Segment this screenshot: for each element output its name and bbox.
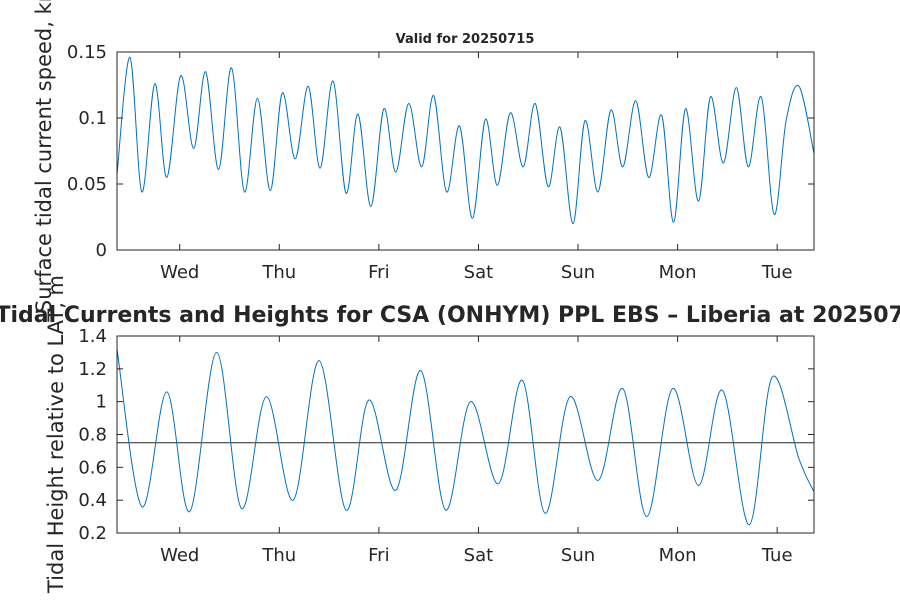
current-speed-axes-box bbox=[116, 51, 815, 251]
tidal-height-axes-box bbox=[116, 335, 815, 534]
tidal-height-x-tick-label: Mon bbox=[659, 545, 697, 566]
current-speed-y-axis-label: Surface tidal current speed, kn bbox=[32, 0, 56, 313]
current-speed-axes: Valid for 20250715 0 0.05 0.1 0.15 Wed Thu Fri… bbox=[32, 0, 815, 313]
current-speed-x-tick-label: Wed bbox=[160, 262, 199, 283]
tidal-height-y-tick-label: 0.8 bbox=[78, 425, 107, 446]
tidal-height-x-tick-label: Sun bbox=[561, 545, 595, 566]
current-speed-x-tick-label: Fri bbox=[368, 262, 389, 283]
tidal-height-y-tick-label: 1.4 bbox=[78, 326, 107, 347]
tidal-height-y-tick-label: 0.2 bbox=[78, 523, 107, 544]
tidal-height-title: Tidal Currents and Heights for CSA (ONHY… bbox=[0, 303, 900, 328]
tidal-height-x-tick-label: Sat bbox=[464, 545, 494, 566]
current-speed-y-tick-label: 0 bbox=[96, 240, 107, 261]
current-speed-x-tick-label: Sun bbox=[561, 262, 595, 283]
tidal-height-y-tick-label: 0.4 bbox=[78, 490, 107, 511]
current-speed-x-tick-label: Mon bbox=[659, 262, 697, 283]
current-speed-x-tick-label: Tue bbox=[761, 262, 793, 283]
tidal-height-axes: 0.2 0.4 0.6 0.8 1 1.2 1.4 Wed Thu Fri Sat Sun Mon Tue… bbox=[0, 275, 900, 594]
current-speed-y-tick-label: 0.15 bbox=[67, 42, 107, 63]
tidal-height-marks: 0.2 0.4 0.6 0.8 1 1.2 1.4 Wed Thu Fri Sat Sun Mon Tue bbox=[78, 326, 815, 566]
tidal-height-y-tick-label: 1.2 bbox=[78, 359, 107, 380]
current-speed-marks: 0 0.05 0.1 0.15 Wed Thu Fri Sat Sun Mon Tue bbox=[67, 42, 815, 283]
tidal-height-y-tick-label: 1 bbox=[96, 392, 107, 413]
current-speed-y-tick-label: 0.05 bbox=[67, 174, 107, 195]
tidal-height-series-line bbox=[116, 349, 815, 526]
current-speed-x-tick-label: Thu bbox=[261, 262, 296, 283]
current-speed-series-line bbox=[116, 56, 815, 225]
tidal-height-x-tick-label: Fri bbox=[368, 545, 389, 566]
current-speed-title: Valid for 20250715 bbox=[396, 32, 535, 47]
tidal-height-x-tick-label: Tue bbox=[761, 545, 793, 566]
current-speed-x-tick-label: Sat bbox=[464, 262, 494, 283]
tidal-height-y-axis-label: Tidal Height relative to LAT, m bbox=[44, 275, 68, 594]
tidal-height-x-tick-label: Thu bbox=[261, 545, 296, 566]
tidal-height-y-tick-label: 0.6 bbox=[78, 457, 107, 478]
current-speed-y-tick-label: 0.1 bbox=[78, 108, 107, 129]
tidal-height-x-tick-label: Wed bbox=[160, 545, 199, 566]
